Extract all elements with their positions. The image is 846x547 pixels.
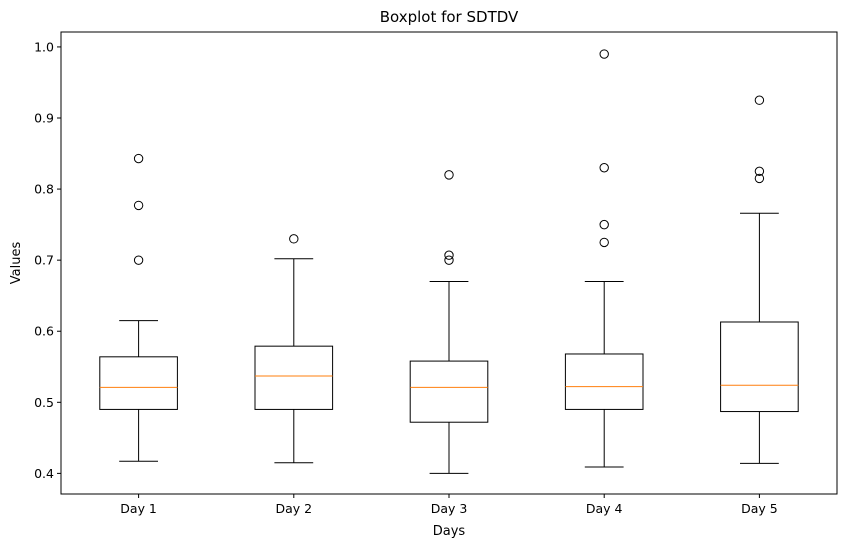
- outlier-point: [133, 255, 144, 265]
- outlier-point: [599, 49, 609, 59]
- outlier-point: [133, 153, 144, 164]
- outlier-point: [754, 95, 765, 105]
- box-group-2: [254, 234, 334, 464]
- x-tick-label: Day 5: [741, 501, 778, 516]
- outlier-point: [444, 255, 454, 265]
- outlier-point: [444, 250, 454, 260]
- box-group-4: [564, 49, 644, 468]
- y-tick-label: 0.8: [34, 182, 54, 197]
- x-axis-label: Days: [433, 524, 466, 539]
- y-tick-label: 0.6: [34, 324, 54, 339]
- plot-area: [99, 49, 799, 474]
- outlier-point: [754, 166, 765, 177]
- box-group-1: [99, 153, 178, 462]
- y-tick-label: 0.4: [34, 466, 54, 481]
- chart-title: Boxplot for SDTDV: [380, 8, 519, 26]
- outlier-point: [599, 237, 609, 248]
- box-group-3: [409, 170, 489, 474]
- x-tick-label: Day 2: [275, 501, 312, 516]
- iqr-box: [99, 356, 178, 410]
- iqr-box: [720, 321, 799, 413]
- x-tick-label: Day 1: [120, 501, 157, 516]
- outlier-point: [133, 200, 144, 211]
- y-tick-label: 1.0: [34, 39, 54, 54]
- outlier-point: [599, 219, 609, 230]
- iqr-box: [409, 360, 489, 423]
- axes: 0.4 0.5 0.6 0.7 0.8 0.9 1.0 Day 1 Day 2 Day 3 Day …: [34, 39, 778, 516]
- iqr-box: [254, 345, 334, 410]
- x-tick-label: Day 4: [586, 501, 623, 516]
- outlier-point: [289, 234, 299, 244]
- iqr-box: [564, 353, 644, 410]
- x-tick-label: Day 3: [431, 501, 468, 516]
- y-tick-label: 0.5: [34, 395, 54, 410]
- y-axis-label: Values: [9, 242, 24, 285]
- y-tick-label: 0.9: [34, 111, 54, 126]
- y-tick-label: 0.7: [34, 253, 54, 268]
- outlier-point: [599, 163, 609, 173]
- box-group-5: [720, 95, 799, 464]
- outlier-point: [444, 170, 454, 180]
- outlier-point: [754, 173, 765, 184]
